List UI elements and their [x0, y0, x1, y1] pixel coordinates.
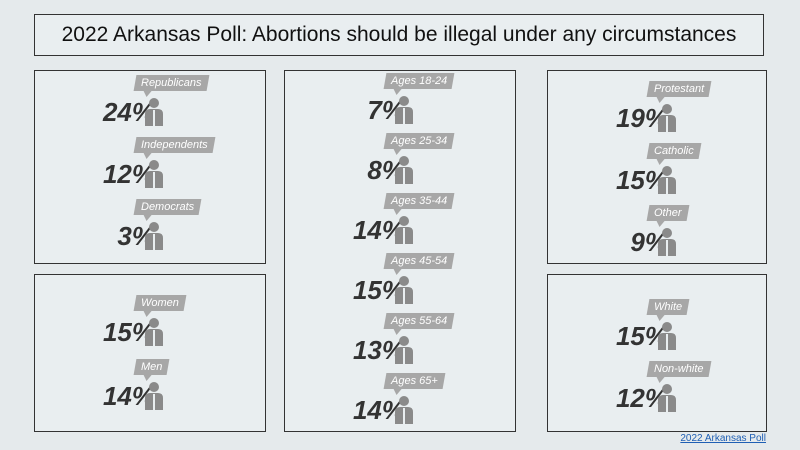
person-icon [656, 383, 678, 413]
stat-row: Men 14% [35, 355, 265, 415]
category-label: Ages 25-34 [383, 133, 455, 149]
person-icon [143, 221, 165, 251]
category-label: Republicans [133, 75, 209, 91]
category-label: Ages 18-24 [383, 73, 455, 89]
panel-religion: Protestant 19% Catholic 15% Other 9% [547, 70, 767, 264]
stat-row: Republicans 24% [35, 71, 265, 131]
chart-title: 2022 Arkansas Poll: Abortions should be … [34, 14, 764, 56]
category-label: Ages 45-54 [383, 253, 455, 269]
person-icon [393, 275, 415, 305]
stat-row: Catholic 15% [548, 139, 766, 199]
person-icon [393, 335, 415, 365]
stat-row: Protestant 19% [548, 77, 766, 137]
category-label: Ages 65+ [383, 373, 446, 389]
panel-race: White 15% Non-white 12% [547, 274, 767, 432]
person-icon [143, 381, 165, 411]
person-icon [656, 165, 678, 195]
person-icon [393, 95, 415, 125]
stat-row: Ages 65+ 14% [285, 369, 515, 429]
person-icon [656, 321, 678, 351]
category-label: Ages 55-64 [383, 313, 455, 329]
stat-row: Ages 35-44 14% [285, 189, 515, 249]
category-label: White [646, 299, 690, 315]
category-label: Independents [133, 137, 216, 153]
panel-party: Republicans 24% Independents 12% Democrats 3% [34, 70, 266, 264]
stat-row: Ages 25-34 8% [285, 129, 515, 189]
stat-row: Ages 18-24 7% [285, 69, 515, 129]
stat-row: Ages 55-64 13% [285, 309, 515, 369]
category-label: Democrats [133, 199, 202, 215]
person-icon [393, 395, 415, 425]
person-icon [143, 159, 165, 189]
person-icon [143, 97, 165, 127]
source-link[interactable]: 2022 Arkansas Poll [680, 433, 766, 444]
category-label: Men [133, 359, 170, 375]
person-icon [393, 155, 415, 185]
category-label: Ages 35-44 [383, 193, 455, 209]
category-label: Catholic [646, 143, 702, 159]
stat-row: Women 15% [35, 291, 265, 351]
panel-gender: Women 15% Men 14% [34, 274, 266, 432]
person-icon [393, 215, 415, 245]
stat-row: Democrats 3% [35, 195, 265, 255]
stat-row: Non-white 12% [548, 357, 766, 417]
category-label: Other [646, 205, 689, 221]
person-icon [656, 227, 678, 257]
category-label: Non-white [646, 361, 711, 377]
stat-row: Ages 45-54 15% [285, 249, 515, 309]
stat-row: Independents 12% [35, 133, 265, 193]
stat-row: Other 9% [548, 201, 766, 261]
stat-row: White 15% [548, 295, 766, 355]
category-label: Protestant [646, 81, 712, 97]
person-icon [143, 317, 165, 347]
panel-age: Ages 18-24 7% Ages 25-34 8% Ages 35-44 14% Age… [284, 70, 516, 432]
person-icon [656, 103, 678, 133]
category-label: Women [133, 295, 187, 311]
